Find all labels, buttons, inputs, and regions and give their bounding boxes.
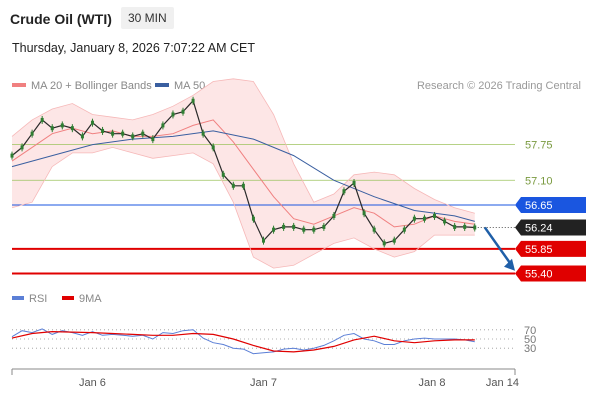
instrument-title: Crude Oil (WTI) (10, 11, 112, 27)
bollinger-band-fill (12, 78, 475, 269)
level-label-55.85: 55.85 (525, 244, 553, 256)
forecast-arrow-shaft (483, 226, 514, 267)
price-point (10, 153, 14, 158)
price-point (40, 117, 44, 122)
price-point (211, 145, 215, 150)
legend-label-rsi: RSI (29, 293, 48, 305)
price-point (191, 98, 195, 103)
price-point (433, 213, 437, 218)
price-point (312, 227, 316, 232)
price-point (422, 216, 426, 221)
price-point (70, 126, 74, 131)
price-point (352, 181, 356, 186)
x-tick-label: Jan 14 (486, 377, 519, 389)
price-point (412, 216, 416, 221)
price-point (272, 227, 276, 232)
level-label-57.75: 57.75 (525, 140, 553, 152)
price-point (111, 131, 115, 136)
price-point (90, 120, 94, 125)
price-point (121, 131, 125, 136)
price-point (221, 172, 225, 177)
x-tick-label: Jan 8 (419, 377, 446, 389)
legend-swatch-ma20 (12, 83, 26, 88)
price-point (201, 131, 205, 136)
price-point (463, 224, 467, 229)
legend-label-ma20: MA 20 + Bollinger Bands (31, 80, 152, 92)
level-tag-55.85 (515, 240, 586, 257)
price-point (342, 189, 346, 194)
copyright-label: Research © 2026 Trading Central (416, 80, 581, 92)
level-label-57.10: 57.10 (525, 175, 553, 187)
x-tick-label: Jan 6 (79, 377, 106, 389)
price-point (231, 183, 235, 188)
legend-swatch-rsi (12, 296, 24, 301)
rsi-tick-50: 50 (524, 334, 536, 346)
legend-item-ma20: MA 20 + Bollinger Bands (12, 80, 152, 92)
price-point (151, 137, 155, 142)
legend-swatch-ma50 (155, 83, 169, 88)
level-tag-56.65 (515, 196, 586, 213)
last-price-label: 56.24 (525, 222, 553, 234)
legend-label-9ma: 9MA (79, 293, 102, 305)
bollinger-lower-line (11, 146, 475, 269)
price-point (443, 219, 447, 224)
price-point (282, 224, 286, 229)
price-point (473, 225, 477, 230)
price-point (60, 123, 64, 128)
price-point (382, 241, 386, 246)
level-label-56.65: 56.65 (525, 200, 553, 212)
price-point (372, 227, 376, 232)
price-point (30, 131, 34, 136)
price-point (131, 134, 135, 139)
price-point (80, 134, 84, 139)
price-point (302, 227, 306, 232)
chart-header: Crude Oil (WTI) 30 MIN (0, 0, 590, 34)
ma50-line (11, 130, 475, 222)
price-point (171, 112, 175, 117)
legend-swatch-9ma (62, 296, 74, 301)
price-point (141, 131, 145, 136)
x-tick-label: Jan 7 (250, 377, 277, 389)
price-point (402, 227, 406, 232)
price-point (362, 211, 366, 216)
rsi-ma-line (11, 330, 475, 353)
forecast-arrow-head (504, 258, 515, 271)
bollinger-upper-line (11, 78, 475, 214)
price-point (181, 109, 185, 114)
legend-item-9ma: 9MA (62, 293, 102, 305)
price-point (101, 128, 105, 133)
price-point (241, 183, 245, 188)
price-point (161, 123, 165, 128)
rsi-tick-70: 70 (524, 325, 536, 337)
price-point (20, 145, 24, 150)
last-price-tag (515, 219, 586, 236)
price-point (392, 238, 396, 243)
price-point (251, 216, 255, 221)
legend-item-rsi: RSI (12, 293, 47, 305)
ma20-line (11, 119, 475, 228)
legend-item-ma50: MA 50 (155, 80, 205, 92)
price-point (322, 224, 326, 229)
price-point (292, 224, 296, 229)
price-point (453, 224, 457, 229)
legend-label-ma50: MA 50 (174, 80, 206, 92)
price-point (262, 238, 265, 243)
rsi-tick-30: 30 (524, 343, 536, 355)
price-point (332, 213, 336, 218)
timeframe-selector[interactable]: 30 MIN (121, 7, 174, 29)
level-label-55.40: 55.40 (525, 269, 553, 281)
price-point (50, 126, 54, 131)
level-tag-55.40 (515, 265, 586, 282)
datetime-label: Thursday, January 8, 2026 7:07:22 AM CET (12, 41, 255, 55)
